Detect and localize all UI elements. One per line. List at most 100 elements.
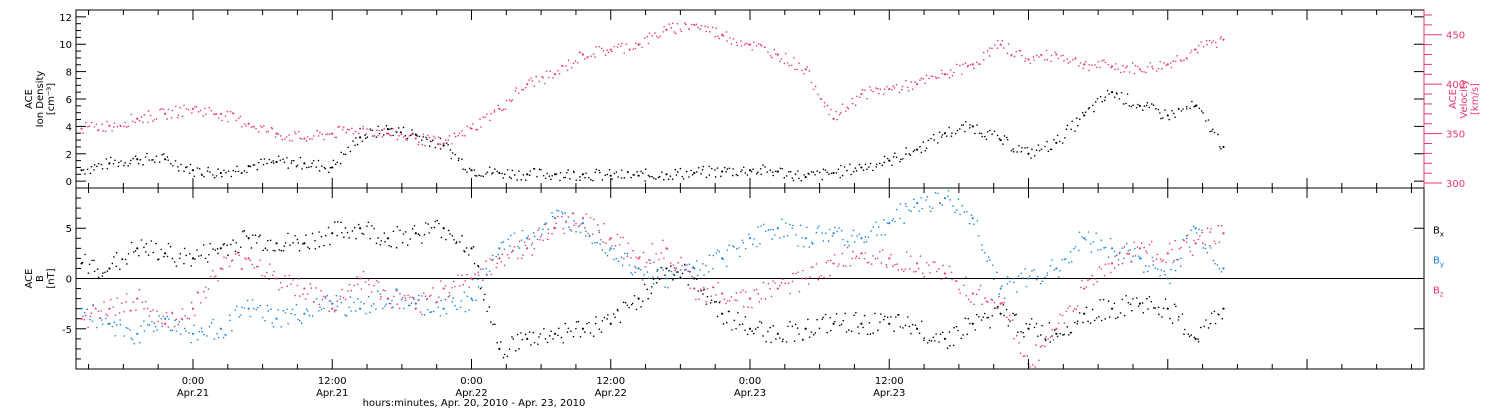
data-point-fill (592, 179, 594, 182)
data-point-fill (544, 338, 547, 340)
data-point-fill (1063, 322, 1066, 325)
data-point-fill (810, 81, 813, 84)
data-point-fill (667, 286, 669, 289)
data-point-fill (1214, 41, 1217, 44)
data-point-fill (106, 270, 109, 272)
data-point-fill (151, 120, 154, 123)
data-point-fill (722, 35, 725, 37)
data-point-fill (770, 341, 772, 344)
data-point-fill (759, 43, 762, 46)
data-point-fill (1178, 316, 1180, 318)
data-point-fill (428, 295, 431, 298)
data-point-fill (528, 174, 531, 176)
data-point (999, 287, 1002, 290)
data-point-fill (894, 152, 896, 154)
data-point (470, 169, 473, 172)
data-point-fill (315, 298, 318, 300)
data-point (108, 162, 111, 165)
data-point-fill (146, 152, 148, 155)
data-point-fill (764, 298, 767, 300)
data-point-fill (579, 176, 581, 178)
data-point-fill (259, 125, 262, 127)
data-point-fill (520, 332, 522, 334)
data-point-fill (333, 221, 336, 223)
data-point-fill (485, 267, 487, 270)
data-point-fill (925, 147, 928, 150)
data-point-fill (1039, 346, 1042, 348)
data-point-fill (955, 63, 958, 66)
data-point-fill (695, 23, 698, 26)
data-point-fill (640, 305, 642, 308)
data-point-fill (90, 165, 93, 168)
data-point-fill (1193, 239, 1195, 242)
data-point (860, 252, 863, 255)
data-point-fill (497, 104, 500, 107)
data-point (442, 144, 445, 147)
data-point-fill (431, 140, 433, 143)
data-point-fill (1125, 66, 1127, 69)
data-point-fill (282, 250, 285, 252)
data-point-fill (643, 283, 646, 286)
data-point-fill (829, 259, 832, 262)
data-point-fill (511, 251, 513, 253)
data-point-fill (658, 258, 660, 261)
data-point-fill (403, 136, 405, 138)
data-point-fill (759, 242, 761, 245)
data-point-fill (1085, 239, 1087, 241)
data-point-fill (1098, 266, 1101, 268)
data-point-fill (803, 174, 805, 176)
data-point-fill (698, 298, 700, 301)
data-point-fill (951, 74, 954, 77)
data-point-fill (257, 131, 260, 133)
data-point-fill (863, 241, 865, 244)
data-point (860, 322, 863, 325)
data-point (1222, 267, 1225, 270)
data-point-fill (560, 215, 563, 218)
data-point-fill (97, 276, 100, 279)
data-point-fill (447, 139, 450, 141)
data-point-fill (719, 300, 721, 303)
data-point-fill (1198, 228, 1200, 231)
data-point-fill (1197, 340, 1200, 343)
data-point (358, 136, 362, 139)
data-point (553, 217, 557, 220)
data-point-fill (852, 229, 855, 232)
data-point-fill (485, 273, 488, 275)
data-point-fill (707, 271, 710, 273)
data-point-fill (179, 252, 182, 255)
data-point-fill (232, 239, 234, 241)
data-point-fill (901, 268, 903, 271)
data-point-fill (494, 323, 496, 326)
data-point-fill (464, 310, 467, 313)
data-point-fill (382, 307, 384, 310)
data-point-fill (266, 239, 269, 242)
data-point (386, 128, 390, 131)
data-point-fill (746, 174, 749, 176)
data-point-fill (940, 136, 943, 138)
data-point-fill (813, 334, 815, 336)
data-point-fill (598, 328, 601, 331)
data-point-fill (740, 170, 742, 173)
data-point-fill (1091, 274, 1093, 277)
data-point-fill (579, 51, 582, 54)
data-point-fill (1047, 338, 1049, 340)
data-point-fill (1032, 56, 1035, 58)
data-point-fill (603, 316, 606, 319)
data-point-fill (269, 239, 272, 242)
data-point-fill (93, 259, 95, 262)
data-point-fill (1113, 250, 1116, 253)
data-point-fill (906, 316, 909, 318)
data-point-fill (726, 168, 729, 170)
data-point-fill (1183, 333, 1185, 336)
data-point-fill (670, 270, 673, 273)
data-point-fill (688, 28, 691, 30)
data-point-fill (296, 238, 299, 241)
data-point (916, 83, 919, 86)
data-point-fill (899, 325, 902, 328)
data-point-fill (524, 333, 527, 336)
data-point-fill (839, 324, 841, 327)
data-point-fill (886, 266, 888, 269)
data-point-fill (91, 259, 93, 262)
data-point-fill (171, 329, 174, 331)
data-point-fill (1150, 300, 1153, 303)
